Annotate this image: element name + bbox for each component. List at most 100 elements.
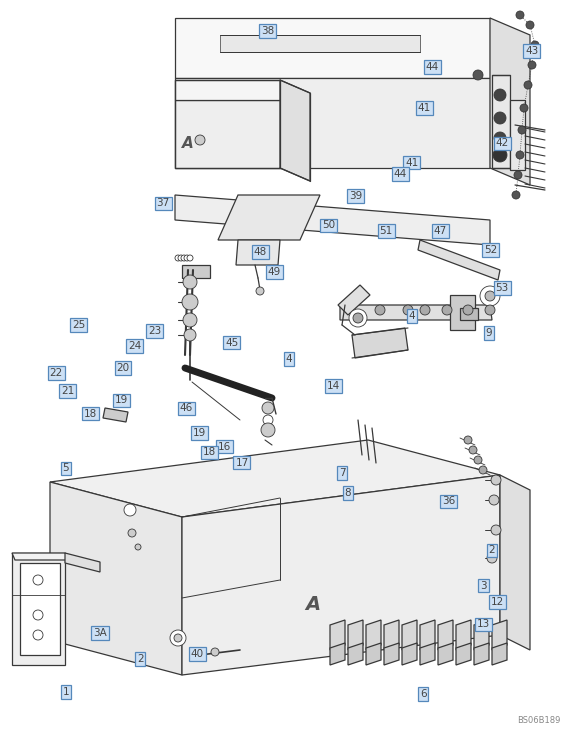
Circle shape	[442, 305, 452, 315]
Text: 16: 16	[217, 441, 231, 452]
Polygon shape	[65, 553, 100, 572]
Polygon shape	[460, 308, 478, 320]
Polygon shape	[456, 620, 471, 650]
Polygon shape	[20, 563, 60, 655]
Polygon shape	[438, 620, 453, 650]
Circle shape	[480, 286, 500, 306]
Text: 41: 41	[405, 157, 419, 168]
Circle shape	[473, 70, 483, 80]
Circle shape	[211, 648, 219, 656]
Text: 52: 52	[484, 245, 498, 255]
Text: 46: 46	[180, 403, 193, 414]
Circle shape	[516, 151, 524, 159]
Polygon shape	[348, 643, 363, 665]
Circle shape	[494, 89, 506, 101]
Circle shape	[135, 544, 141, 550]
Text: 49: 49	[268, 267, 281, 277]
Polygon shape	[330, 643, 345, 665]
Circle shape	[403, 305, 413, 315]
Polygon shape	[500, 475, 530, 650]
Polygon shape	[218, 195, 320, 240]
Polygon shape	[366, 620, 381, 650]
Circle shape	[174, 634, 182, 642]
Circle shape	[494, 132, 506, 144]
Polygon shape	[280, 80, 310, 181]
Text: 41: 41	[418, 103, 431, 113]
Polygon shape	[420, 643, 435, 665]
Circle shape	[528, 61, 536, 69]
Circle shape	[520, 104, 528, 112]
Circle shape	[170, 630, 186, 646]
Text: 23: 23	[148, 326, 161, 336]
Polygon shape	[474, 643, 489, 665]
Circle shape	[479, 466, 487, 474]
Circle shape	[485, 305, 495, 315]
Circle shape	[182, 294, 198, 310]
Polygon shape	[236, 240, 280, 265]
Circle shape	[491, 525, 501, 535]
Circle shape	[33, 575, 43, 585]
Text: 37: 37	[156, 198, 170, 209]
Circle shape	[175, 255, 181, 261]
Circle shape	[469, 446, 477, 454]
Text: 19: 19	[193, 428, 206, 438]
Polygon shape	[418, 240, 500, 280]
Polygon shape	[510, 100, 525, 170]
Text: 50: 50	[323, 220, 335, 231]
Circle shape	[128, 529, 136, 537]
Polygon shape	[352, 328, 408, 358]
Circle shape	[516, 11, 524, 19]
Text: 48: 48	[253, 247, 267, 257]
Polygon shape	[175, 18, 490, 78]
Circle shape	[489, 495, 499, 505]
Text: 36: 36	[442, 496, 455, 507]
Text: 44: 44	[426, 62, 439, 72]
Text: 2: 2	[488, 545, 495, 556]
Circle shape	[195, 650, 205, 660]
Circle shape	[494, 112, 506, 124]
Text: 38: 38	[261, 26, 275, 36]
Circle shape	[531, 41, 539, 49]
Circle shape	[124, 504, 136, 516]
Text: A: A	[182, 136, 194, 151]
Circle shape	[493, 148, 507, 162]
Circle shape	[261, 423, 275, 437]
Polygon shape	[50, 440, 500, 517]
Polygon shape	[340, 305, 492, 320]
Text: 12: 12	[491, 597, 505, 607]
Circle shape	[526, 21, 534, 29]
Circle shape	[262, 402, 274, 414]
Polygon shape	[402, 643, 417, 665]
Circle shape	[195, 135, 205, 145]
Text: 13: 13	[476, 619, 490, 630]
Text: 19: 19	[114, 395, 128, 406]
Circle shape	[184, 255, 190, 261]
Text: 24: 24	[128, 341, 141, 351]
Circle shape	[183, 275, 197, 289]
Text: 5: 5	[62, 463, 69, 474]
Polygon shape	[366, 643, 381, 665]
Circle shape	[33, 630, 43, 640]
Polygon shape	[175, 78, 490, 168]
Circle shape	[487, 553, 497, 563]
Text: 3: 3	[480, 580, 487, 591]
Circle shape	[181, 255, 187, 261]
Polygon shape	[438, 643, 453, 665]
Polygon shape	[338, 285, 370, 315]
Polygon shape	[492, 620, 507, 650]
Circle shape	[474, 456, 482, 464]
Circle shape	[183, 313, 197, 327]
Polygon shape	[175, 195, 490, 245]
Circle shape	[33, 610, 43, 620]
Text: 7: 7	[339, 468, 345, 478]
Text: 40: 40	[191, 649, 204, 659]
Polygon shape	[402, 620, 417, 650]
Circle shape	[375, 305, 385, 315]
Text: 53: 53	[495, 283, 509, 293]
Text: 14: 14	[327, 381, 340, 391]
Circle shape	[349, 309, 367, 327]
Text: BS06B189: BS06B189	[517, 716, 560, 725]
Text: 39: 39	[349, 191, 363, 201]
Circle shape	[353, 313, 363, 323]
Polygon shape	[50, 482, 182, 675]
